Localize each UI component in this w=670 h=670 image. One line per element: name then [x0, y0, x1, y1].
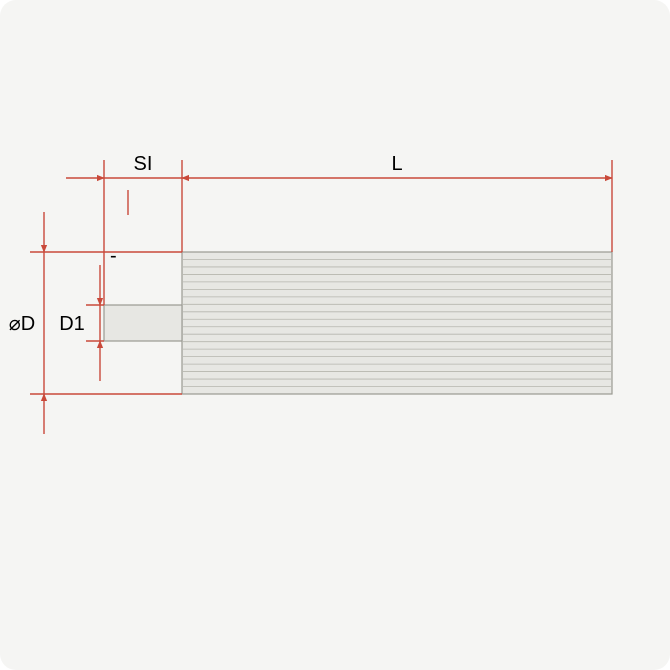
label-D1: D1: [59, 313, 85, 335]
shaft-stub: [104, 305, 182, 341]
diagram-canvas: SI L ⌀D D1 -: [0, 0, 670, 670]
diagram-svg: SI L ⌀D D1 -: [0, 0, 670, 670]
label-minus: -: [110, 245, 117, 267]
label-L: L: [391, 153, 402, 175]
label-SI: SI: [134, 153, 153, 175]
label-diameter-D: ⌀D: [9, 313, 35, 335]
pulley-body: [182, 252, 612, 394]
